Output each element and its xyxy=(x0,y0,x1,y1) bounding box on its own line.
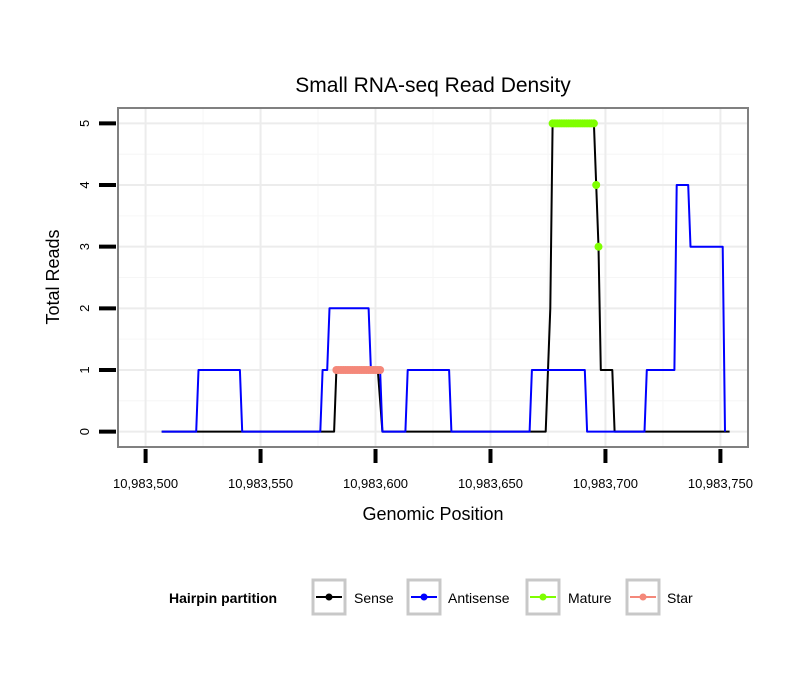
data-point-star xyxy=(376,366,385,374)
grid xyxy=(118,108,748,447)
y-tick-label: 3 xyxy=(77,243,92,250)
series-line-antisense xyxy=(161,184,726,433)
x-tick-label: 10,983,500 xyxy=(113,476,178,491)
plot-panel-border xyxy=(117,107,749,448)
legend-title: Hairpin partition xyxy=(169,590,277,606)
plot-series xyxy=(161,119,730,433)
legend-label-antisense: Antisense xyxy=(448,590,510,606)
x-tick-label: 10,983,550 xyxy=(228,476,293,491)
y-tick-label: 4 xyxy=(77,181,92,188)
x-tick-label: 10,983,650 xyxy=(458,476,523,491)
x-axis-title: Genomic Position xyxy=(362,504,503,524)
x-tick-label: 10,983,600 xyxy=(343,476,408,491)
y-tick-label: 5 xyxy=(77,120,92,127)
chart-title: Small RNA-seq Read Density xyxy=(295,74,571,97)
x-tick-label: 10,983,700 xyxy=(573,476,638,491)
x-tick-label: 10,983,750 xyxy=(688,476,753,491)
data-point-mature xyxy=(589,119,598,128)
y-tick-label: 1 xyxy=(77,366,92,373)
axes: 10,983,500 10,983,550 10,983,600 10,983,650… xyxy=(77,120,753,491)
y-tick-label: 2 xyxy=(77,305,92,312)
y-tick-label: 0 xyxy=(77,428,92,435)
legend-point-sense xyxy=(325,593,333,601)
legend-point-star xyxy=(639,593,647,601)
y-axis-title: Total Reads xyxy=(43,229,63,324)
data-point-mature xyxy=(594,242,603,251)
legend-point-mature xyxy=(539,593,547,601)
legend: Hairpin partition Sense Antisense Mature St… xyxy=(169,578,693,616)
legend-label-sense: Sense xyxy=(354,590,394,606)
data-point-mature xyxy=(592,181,601,189)
legend-label-mature: Mature xyxy=(568,590,612,606)
legend-point-antisense xyxy=(420,593,428,601)
legend-label-star: Star xyxy=(667,590,693,606)
